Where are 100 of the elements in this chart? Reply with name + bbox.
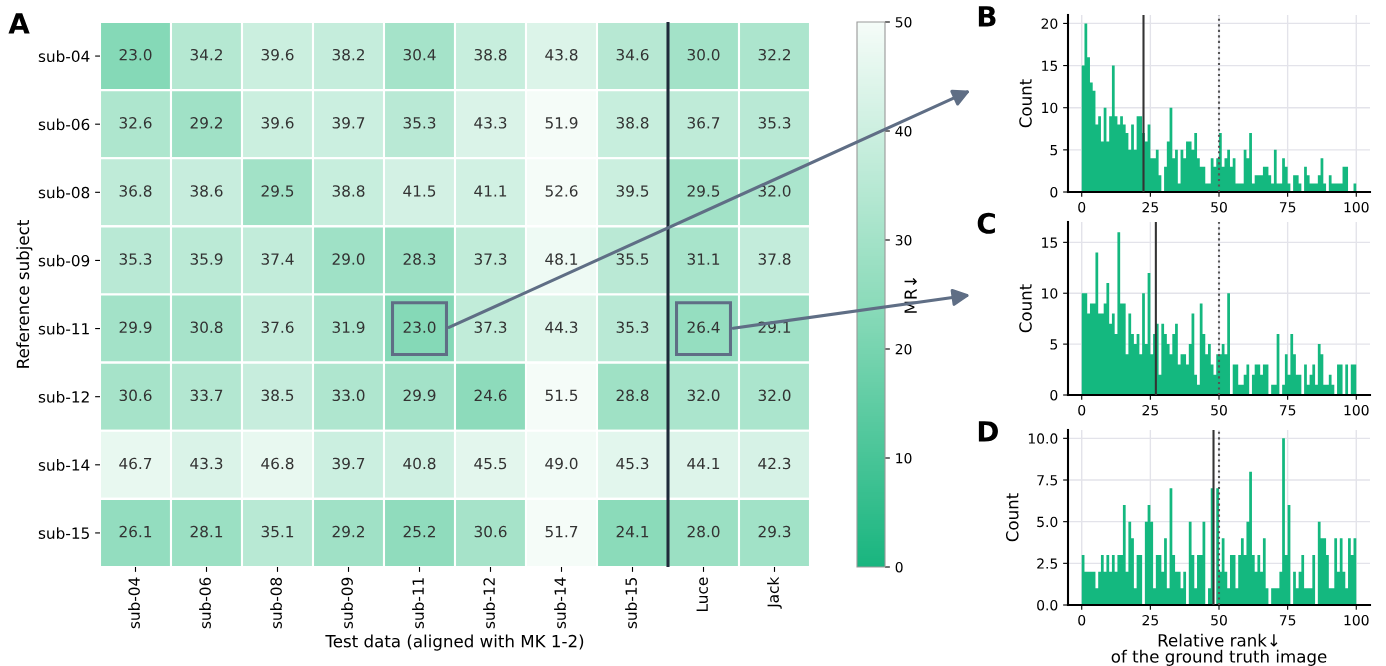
x-tick-label: sub-14: [554, 577, 566, 629]
x-tick-label: 50: [1211, 404, 1227, 416]
y-tick-label: 15: [1042, 60, 1058, 72]
data-label: 48.1: [545, 253, 578, 265]
data-label: 29.0: [332, 253, 365, 265]
data-label: 29.9: [119, 321, 152, 333]
data-label: 51.9: [545, 117, 578, 129]
y-tick-label: 2.5: [1037, 558, 1058, 569]
x-axis-title: Relative rank↓ of the ground truth image: [1111, 633, 1327, 666]
y-tick-label: sub-15: [38, 527, 89, 539]
data-label: 35.3: [403, 117, 436, 129]
data-label: 45.3: [616, 457, 649, 470]
data-label: 39.7: [332, 117, 365, 129]
y-tick-label: sub-09: [38, 254, 90, 267]
chart-title: A: [8, 13, 30, 34]
x-tick-label: 100: [1344, 404, 1369, 416]
data-label: 33.0: [332, 389, 365, 402]
data-label: 29.5: [687, 185, 720, 197]
data-label: 29.9: [403, 389, 436, 402]
data-label: 44.1: [687, 457, 720, 470]
y-tick-label: 10: [1042, 288, 1058, 299]
data-label: 28.3: [403, 253, 436, 265]
x-tick-label: 75: [1279, 202, 1296, 213]
data-label: 33.7: [190, 389, 223, 402]
data-label: 24.6: [474, 389, 507, 402]
x-tick-label: 0: [1078, 201, 1086, 213]
y-tick-label: 0: [1050, 389, 1058, 401]
x-tick-label: 75: [1279, 405, 1296, 416]
y-tick-label: sub-06: [38, 118, 90, 131]
data-label: 31.9: [332, 321, 365, 333]
data-label: 30.0: [687, 48, 720, 61]
data-label: 46.8: [261, 457, 294, 470]
y-tick-label: sub-04: [38, 50, 90, 63]
data-label: 39.6: [261, 117, 294, 129]
x-tick-label: 0: [1078, 614, 1086, 626]
data-label: 42.3: [758, 457, 791, 470]
y-axis-title: Count: [1019, 284, 1032, 333]
x-tick-label: 25: [1142, 201, 1158, 213]
x-tick-label: sub-11: [412, 578, 424, 629]
color-bar-label: 20: [895, 343, 912, 355]
data-label: 35.3: [119, 253, 152, 265]
data-label: 30.8: [190, 321, 223, 333]
data-label: 34.2: [190, 48, 222, 61]
x-tick-label: Jack: [767, 576, 782, 609]
y-tick-label: 20: [1041, 18, 1058, 29]
data-label: 35.1: [261, 525, 294, 538]
color-bar-label: 10: [896, 452, 912, 464]
y-tick-label: sub-14: [38, 459, 90, 471]
data-label: 35.3: [758, 117, 791, 129]
y-tick-label: sub-11: [38, 322, 89, 335]
data-label: 26.1: [119, 525, 152, 538]
data-label: 31.1: [687, 253, 720, 265]
data-label: 52.6: [545, 185, 578, 197]
y-tick-label: sub-08: [38, 186, 90, 199]
data-label: 29.2: [190, 117, 222, 129]
x-tick-label: Luce: [696, 577, 708, 611]
data-label: 28.8: [616, 389, 649, 402]
data-label: 28.1: [190, 525, 223, 538]
color-bar-label: 0: [895, 561, 903, 573]
chart-title: B: [978, 6, 996, 27]
data-label: 38.8: [616, 117, 649, 129]
data-label: 36.8: [119, 185, 152, 197]
data-label: 40.8: [403, 457, 436, 470]
data-label: 30.4: [403, 48, 436, 61]
x-tick-label: 100: [1344, 614, 1369, 626]
data-label: 41.5: [403, 185, 436, 197]
data-label: 36.7: [687, 117, 720, 129]
y-tick-label: 0: [1050, 186, 1058, 198]
data-label: 45.5: [474, 457, 507, 470]
y-tick-label: 7.5: [1037, 475, 1058, 486]
data-label: 37.8: [758, 253, 791, 265]
data-label: 38.5: [261, 389, 294, 402]
x-axis-title: Test data (aligned with MK 1-2): [325, 634, 584, 651]
y-axis-title: Reference subject: [16, 220, 33, 368]
color-bar-label: 30: [895, 234, 912, 246]
color-bar-label: 50: [895, 16, 912, 28]
data-label: 37.3: [474, 253, 507, 265]
y-tick-label: 10: [1042, 102, 1058, 114]
data-label: 39.7: [332, 457, 365, 470]
y-tick-label: 5: [1050, 339, 1058, 350]
data-label: 32.6: [119, 117, 152, 129]
x-tick-label: 50: [1211, 614, 1227, 626]
y-axis-title: Count: [1005, 493, 1019, 542]
data-label: 38.8: [474, 48, 507, 61]
chart-title: C: [977, 212, 995, 234]
data-label: 35.9: [190, 253, 223, 265]
y-tick-label: 5.0: [1037, 516, 1058, 528]
data-label: 32.0: [758, 389, 791, 402]
data-label: 37.6: [261, 321, 294, 333]
y-tick-label: 15: [1042, 237, 1058, 248]
data-label: 29.3: [758, 525, 791, 538]
data-label: 37.3: [474, 321, 507, 333]
data-label: 24.1: [616, 525, 649, 538]
data-label: 43.3: [474, 117, 507, 129]
x-tick-label: sub-09: [341, 577, 353, 629]
data-label: 41.1: [474, 185, 507, 197]
data-label: 35.5: [616, 253, 649, 265]
data-label: 43.3: [190, 457, 223, 470]
x-tick-label: 25: [1142, 614, 1158, 626]
data-label: 32.2: [758, 48, 790, 61]
